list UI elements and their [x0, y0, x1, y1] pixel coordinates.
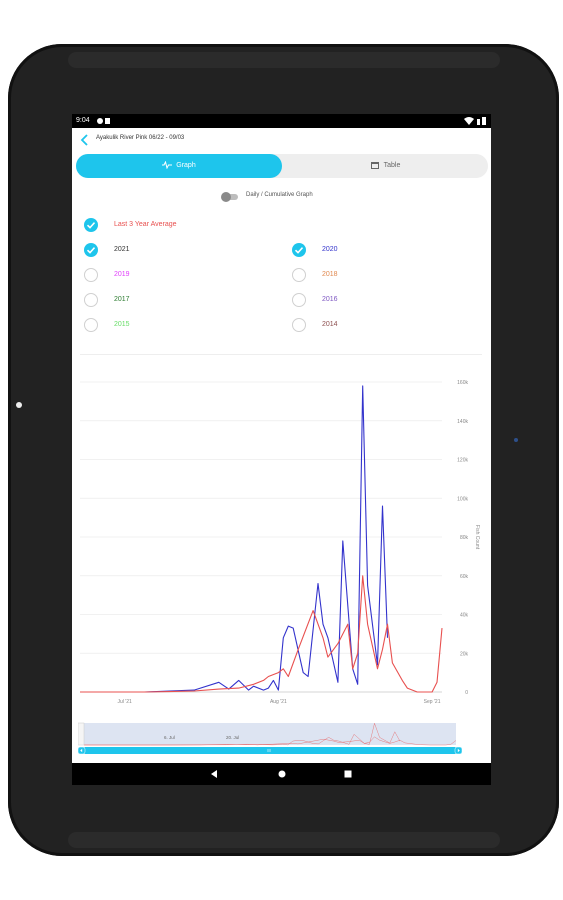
legend-item-2020[interactable]: 2020 [292, 243, 472, 257]
navigator-series-line [84, 736, 457, 746]
app-bar: Ayakulik River Pink 06/22 - 09/03 [72, 128, 491, 152]
legend-item-2018[interactable]: 2018 [292, 268, 472, 282]
unchecked-circle-icon[interactable] [292, 318, 306, 332]
tab-table[interactable]: Table [282, 154, 488, 178]
checked-circle-icon[interactable] [292, 243, 306, 257]
legend-label: 2019 [114, 271, 130, 278]
legend-item-2019[interactable]: 2019 [84, 268, 264, 282]
device-top-speaker [68, 52, 500, 68]
scroll-grip-icon[interactable] [267, 749, 271, 752]
x-tick-label: Jul '21 [117, 699, 132, 705]
scroll-left-arrow-icon[interactable] [80, 748, 83, 753]
y-axis-label: Fish Count [474, 525, 480, 550]
y-tick-label: 0 [465, 690, 468, 696]
legend-item-last-3-year-average[interactable]: Last 3 Year Average [84, 218, 264, 232]
legend-label: 2018 [322, 271, 338, 278]
unchecked-circle-icon[interactable] [84, 318, 98, 332]
series-legend: Last 3 Year Average 2021 2020 2019 2018 2017 2… [72, 218, 491, 342]
y-tick-label: 40k [460, 613, 469, 619]
toggle-knob [221, 192, 231, 202]
toggle-label: Daily / Cumulative Graph [246, 192, 313, 198]
series-line-2020 [80, 385, 389, 693]
unchecked-circle-icon[interactable] [84, 293, 98, 307]
back-nav-icon[interactable] [208, 768, 220, 780]
view-tabs: Graph Table [76, 154, 488, 178]
legend-label: 2015 [114, 321, 130, 328]
legend-label: 2014 [322, 321, 338, 328]
legend-label: 2021 [114, 246, 130, 253]
y-tick-label: 100k [457, 496, 468, 502]
back-arrow-icon[interactable] [78, 133, 92, 147]
status-time: 9:04 [76, 117, 90, 124]
unchecked-circle-icon[interactable] [292, 293, 306, 307]
tab-graph[interactable]: Graph [76, 154, 282, 178]
range-navigator[interactable]: 6. Jul 20. Jul [78, 721, 462, 755]
navigator-left-handle[interactable] [78, 722, 85, 746]
unchecked-circle-icon[interactable] [84, 268, 98, 282]
x-tick-label: Aug '21 [270, 699, 287, 705]
x-tick-label: Sep '21 [424, 699, 441, 705]
recents-nav-icon[interactable] [342, 768, 354, 780]
series-line-last-3-year-average [80, 575, 443, 693]
tab-graph-label: Graph [176, 162, 196, 169]
legend-label: 2016 [322, 296, 338, 303]
y-tick-label: 120k [457, 458, 468, 464]
checked-circle-icon[interactable] [84, 243, 98, 257]
pulse-icon [162, 161, 173, 170]
legend-item-2016[interactable]: 2016 [292, 293, 472, 307]
unchecked-circle-icon[interactable] [292, 268, 306, 282]
fish-count-chart: 0 20k 40k 60k 80k 100k 120k 140k 160k Fish Count J… [80, 380, 480, 705]
y-tick-label: 20k [460, 651, 469, 657]
wifi-battery-icon [464, 117, 486, 125]
legend-item-2021[interactable]: 2021 [84, 243, 264, 257]
y-tick-label: 80k [460, 535, 469, 541]
scroll-right-arrow-icon[interactable] [457, 748, 460, 753]
front-camera [16, 402, 22, 408]
navigator-series-line [84, 722, 401, 746]
navigator-tick-label: 20. Jul [226, 735, 239, 740]
light-sensor [514, 438, 518, 442]
legend-item-2017[interactable]: 2017 [84, 293, 264, 307]
tab-table-label: Table [383, 162, 401, 169]
divider [80, 354, 482, 355]
app-screen: 9:04 Ayakulik River Pink 06/22 - 09/03 G… [72, 114, 491, 785]
system-nav-bar [72, 763, 491, 785]
navigator-tick-label: 6. Jul [164, 735, 175, 740]
calendar-icon [370, 162, 379, 170]
notification-icons [97, 118, 110, 124]
legend-label: Last 3 Year Average [114, 221, 177, 228]
y-tick-label: 140k [457, 419, 468, 425]
home-nav-icon[interactable] [276, 768, 288, 780]
legend-label: 2020 [322, 246, 338, 253]
device-bottom-speaker [68, 832, 500, 848]
checked-circle-icon[interactable] [84, 218, 98, 232]
navigator-window[interactable] [84, 723, 456, 745]
page-title: Ayakulik River Pink 06/22 - 09/03 [96, 135, 185, 141]
status-bar: 9:04 [72, 114, 491, 128]
y-tick-label: 60k [460, 574, 469, 580]
legend-item-2015[interactable]: 2015 [84, 318, 264, 332]
legend-item-2014[interactable]: 2014 [292, 318, 472, 332]
legend-label: 2017 [114, 296, 130, 303]
y-tick-label: 160k [457, 380, 468, 386]
